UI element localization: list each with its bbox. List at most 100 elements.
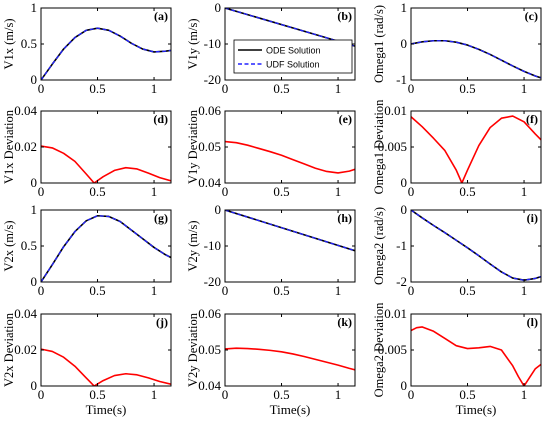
x-tick-label: 1 <box>335 283 342 298</box>
axes-frame <box>410 209 542 283</box>
panel-tag: (f) <box>526 112 538 126</box>
y-axis-label: Omega2 (rad/s) <box>372 207 386 285</box>
deviation-line <box>225 347 355 371</box>
y-tick-label: 0.04 <box>198 378 221 393</box>
axes-frame <box>410 110 542 184</box>
panel-i: 0 0.5 1 -2 -1 0 Omega2 (rad/s) (i) <box>372 202 542 298</box>
x-tick-label: 1 <box>521 184 528 199</box>
x-tick-label: 1 <box>151 387 158 402</box>
y-tick-label: 0.02 <box>14 139 37 154</box>
y-tick-label: 0 <box>31 175 38 190</box>
series-group <box>411 115 541 183</box>
panel-g: 0 0.5 1 0 0.5 1 V2x (m/s) (g) <box>2 202 172 298</box>
y-axis-label: Omega1 (rad/s) <box>372 5 386 83</box>
x-tick-label: 0.5 <box>459 184 475 199</box>
udf-line <box>411 210 541 281</box>
y-tick-label: 1 <box>31 202 38 217</box>
udf-line <box>225 210 355 252</box>
axes-frame <box>410 313 542 387</box>
x-tick-label: 1 <box>335 387 342 402</box>
y-tick-label: 0.005 <box>378 342 407 357</box>
y-tick-label: 0.02 <box>14 342 37 357</box>
x-tick-label: 0.5 <box>273 387 289 402</box>
series-group <box>41 214 171 282</box>
x-tick-label: 1 <box>151 283 158 298</box>
y-tick-label: 0 <box>31 274 38 289</box>
y-tick-label: 1 <box>401 0 408 15</box>
x-tick-label: 0 <box>38 387 45 402</box>
series-group <box>411 326 541 386</box>
y-tick-label: 0.04 <box>14 103 37 118</box>
x-tick-label: 1 <box>521 283 528 298</box>
x-tick-label: 0.5 <box>459 387 475 402</box>
y-tick-label: 0 <box>401 175 408 190</box>
y-tick-label: 0.5 <box>21 36 37 51</box>
axes-frame <box>224 209 356 283</box>
y-tick-label: -1 <box>396 238 407 253</box>
series-group <box>411 210 541 282</box>
y-axis-label: V2y (m/s) <box>186 220 200 271</box>
x-tick-label: 0 <box>38 81 45 96</box>
deviation-line <box>411 326 541 386</box>
x-tick-label: 0 <box>38 283 45 298</box>
x-tick-label: 1 <box>335 81 342 96</box>
y-tick-label: -1 <box>396 72 407 87</box>
series-group <box>225 210 355 252</box>
udf-line <box>411 40 541 79</box>
panel-tag: (i) <box>527 211 538 225</box>
ode-line <box>41 214 171 282</box>
x-tick-label: 0 <box>408 283 415 298</box>
series-group <box>41 348 171 386</box>
x-tick-label: 0.5 <box>89 283 105 298</box>
panel-tag: (d) <box>153 112 168 126</box>
y-tick-label: -20 <box>204 274 221 289</box>
x-tick-label: 0 <box>222 387 229 402</box>
y-axis-label: Omega1 Deviation <box>372 99 386 195</box>
y-tick-label: 0.04 <box>198 175 221 190</box>
x-tick-label: 0 <box>222 81 229 96</box>
panel-tag: (k) <box>337 315 352 329</box>
x-tick-label: 1 <box>151 81 158 96</box>
x-tick-label: 0.5 <box>459 81 475 96</box>
x-tick-label: 0 <box>222 283 229 298</box>
y-tick-label: 0.5 <box>21 238 37 253</box>
ode-line <box>411 39 541 79</box>
series-group <box>41 145 171 183</box>
y-tick-label: 0 <box>215 0 222 15</box>
udf-line <box>41 215 171 282</box>
legend: ODE Solution UDF Solution <box>233 39 353 74</box>
y-tick-label: 0 <box>401 378 408 393</box>
axes-frame <box>224 313 356 387</box>
x-tick-label: 1 <box>521 81 528 96</box>
series-group <box>225 347 355 371</box>
x-tick-label: 0.5 <box>89 387 105 402</box>
y-axis-label: V1y (m/s) <box>186 18 200 69</box>
series-group <box>225 140 355 174</box>
x-axis-label: Time(s) <box>86 402 127 417</box>
y-tick-label: -2 <box>396 274 407 289</box>
ode-line <box>41 27 171 80</box>
panel-tag: (c) <box>525 9 538 23</box>
panel-a: 0 0.5 1 0 0.5 1 V1x (m/s) (a) <box>2 0 172 96</box>
x-tick-label: 0 <box>408 387 415 402</box>
y-tick-label: -20 <box>204 72 221 87</box>
axes-frame <box>40 7 172 81</box>
x-tick-label: 1 <box>335 184 342 199</box>
y-tick-label: 0 <box>401 202 408 217</box>
x-tick-label: 1 <box>151 184 158 199</box>
panel-tag: (l) <box>527 315 538 329</box>
x-tick-label: 1 <box>521 387 528 402</box>
legend-label-ode: ODE Solution <box>266 46 321 56</box>
x-tick-label: 0.5 <box>89 184 105 199</box>
deviation-line <box>225 140 355 174</box>
y-tick-label: 0 <box>31 72 38 87</box>
y-tick-label: 0.005 <box>378 139 407 154</box>
x-tick-label: 0 <box>222 184 229 199</box>
x-axis-label: Time(s) <box>456 402 497 417</box>
